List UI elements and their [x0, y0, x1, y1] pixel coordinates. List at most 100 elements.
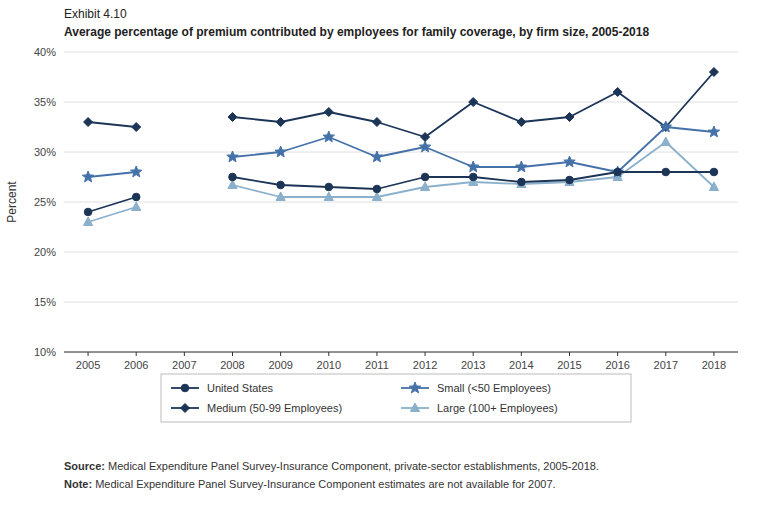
- x-tick: [136, 352, 137, 356]
- legend: United States Small (<50 Employees) Medium…: [161, 374, 631, 422]
- line: [88, 127, 714, 177]
- annotation-prefix: Note:: [64, 478, 92, 490]
- title: Exhibit 4.10: [64, 7, 127, 21]
- plot-area: [82, 68, 719, 226]
- series: [83, 137, 718, 226]
- x-tick-label: 2012: [413, 359, 437, 371]
- y-axis-label: Percent: [5, 181, 19, 223]
- x-tick-label: 2006: [124, 359, 148, 371]
- point: [132, 193, 140, 201]
- legend-label: Large (100+ Employees): [437, 402, 558, 414]
- legend-marker: [181, 384, 189, 392]
- x-tick: [473, 352, 474, 356]
- annotation-text: Medical Expenditure Panel Survey-Insuran…: [105, 460, 599, 472]
- y-tick-label: 25%: [34, 196, 56, 208]
- x-tick-label: 2014: [509, 359, 533, 371]
- point: [516, 161, 527, 172]
- point: [228, 113, 237, 122]
- point: [564, 156, 575, 167]
- x-tick: [280, 352, 281, 356]
- point: [709, 68, 718, 77]
- legend-label: United States: [207, 382, 274, 394]
- point: [419, 141, 430, 152]
- point: [229, 173, 237, 181]
- point: [324, 192, 333, 201]
- point: [276, 118, 285, 127]
- annotation: Source: Medical Expenditure Panel Survey…: [64, 460, 599, 472]
- annotation-text: Medical Expenditure Panel Survey-Insuran…: [92, 478, 555, 490]
- x-tick-label: 2016: [605, 359, 629, 371]
- x-tick: [521, 352, 522, 356]
- x-tick: [328, 352, 329, 356]
- x-tick: [88, 352, 89, 356]
- point: [517, 118, 526, 127]
- x-tick-label: 2011: [365, 359, 389, 371]
- y-tick-label: 40%: [34, 46, 56, 58]
- point: [565, 113, 574, 122]
- legend-marker: [410, 403, 419, 412]
- legend-label: Small (<50 Employees): [437, 382, 551, 394]
- annotation: Note: Medical Expenditure Panel Survey-I…: [64, 478, 556, 490]
- point: [566, 176, 574, 184]
- chart: Exhibit 4.10Average percentage of premiu…: [0, 0, 758, 518]
- line: [88, 72, 714, 137]
- point: [421, 173, 429, 181]
- series: [84, 168, 717, 216]
- point: [708, 126, 719, 137]
- grid-line: [64, 352, 738, 353]
- point: [660, 121, 671, 132]
- point: [82, 171, 93, 182]
- point: [662, 168, 670, 176]
- x-tick-label: 2013: [461, 359, 485, 371]
- point: [371, 151, 382, 162]
- x-tick: [376, 352, 377, 356]
- x-tick-label: 2009: [268, 359, 292, 371]
- x-tick: [425, 352, 426, 356]
- grid-line: [64, 202, 738, 203]
- x-tick: [617, 352, 618, 356]
- point: [132, 202, 141, 211]
- y-tick-label: 20%: [34, 246, 56, 258]
- point: [518, 178, 526, 186]
- point: [709, 182, 718, 191]
- x-tick-label: 2008: [220, 359, 244, 371]
- x-tick-label: 2018: [702, 359, 726, 371]
- legend-label: Medium (50-99 Employees): [207, 402, 342, 414]
- point: [323, 131, 334, 142]
- legend-marker: [181, 404, 190, 413]
- point: [84, 118, 93, 127]
- x-tick: [665, 352, 666, 356]
- point: [612, 166, 623, 177]
- point: [276, 192, 285, 201]
- y-tick-label: 15%: [34, 296, 56, 308]
- x-tick-label: 2005: [76, 359, 100, 371]
- point: [324, 108, 333, 117]
- y-tick-label: 10%: [34, 346, 56, 358]
- x-tick: [713, 352, 714, 356]
- grid-line: [64, 52, 738, 53]
- legend-frame: [161, 374, 631, 422]
- point: [83, 217, 92, 226]
- point: [373, 185, 381, 193]
- x-tick-label: 2007: [172, 359, 196, 371]
- grid-line: [64, 252, 738, 253]
- x-axis-line: [64, 352, 738, 353]
- series: [84, 68, 719, 142]
- grid: [64, 52, 738, 352]
- point: [275, 146, 286, 157]
- line: [88, 142, 714, 222]
- point: [84, 208, 92, 216]
- point: [420, 182, 429, 191]
- grid-line: [64, 102, 738, 103]
- x-tick: [184, 352, 185, 356]
- legend-marker: [409, 382, 420, 393]
- x-tick: [232, 352, 233, 356]
- point: [325, 183, 333, 191]
- point: [469, 173, 477, 181]
- point: [468, 161, 479, 172]
- y-tick-label: 35%: [34, 96, 56, 108]
- point: [613, 88, 622, 97]
- point: [132, 123, 141, 132]
- point: [227, 151, 238, 162]
- point: [372, 118, 381, 127]
